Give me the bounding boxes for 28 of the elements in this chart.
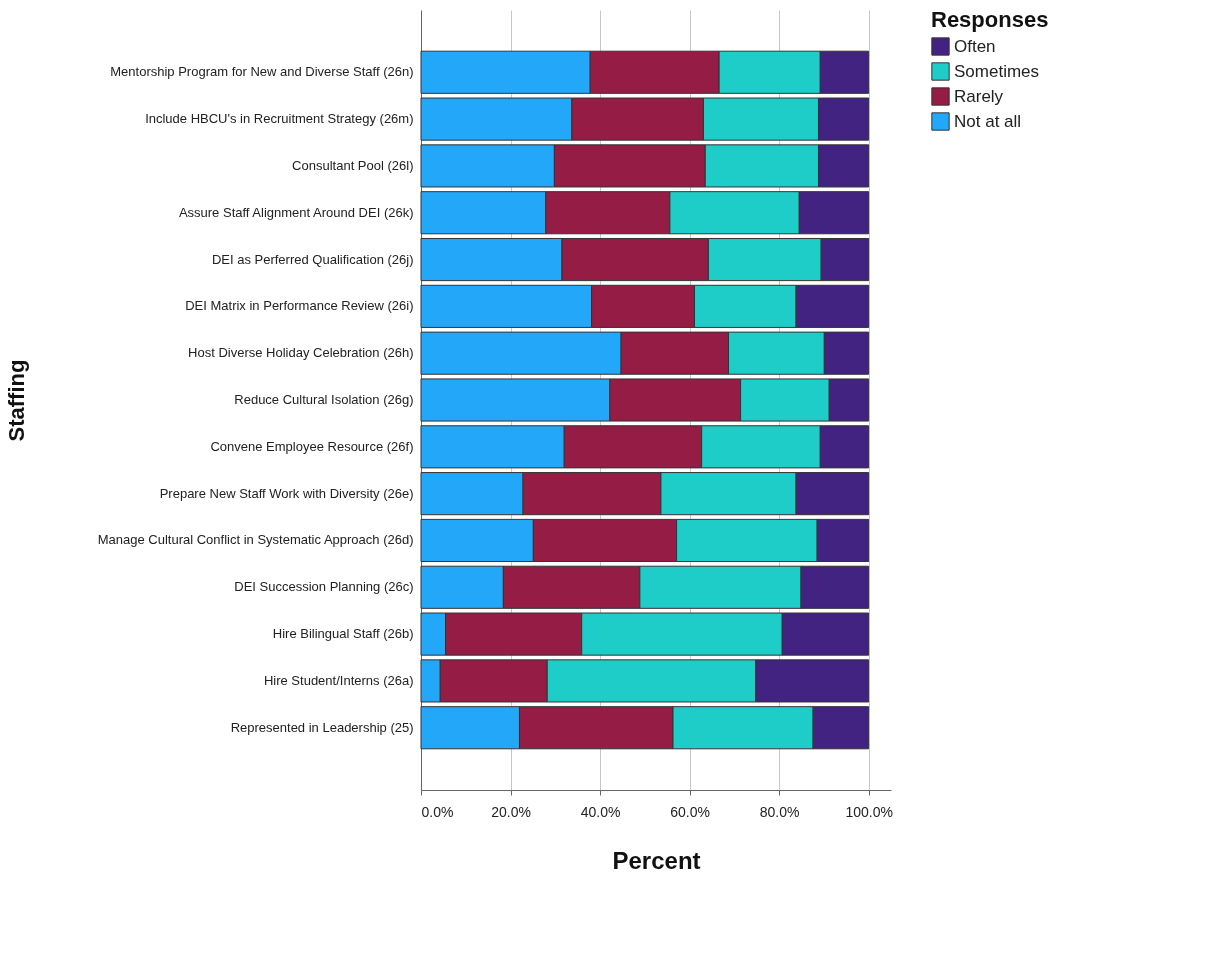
x-tick-label: 20.0%	[491, 803, 531, 820]
legend-title: Responses	[931, 7, 1049, 32]
x-tick-label: 60.0%	[670, 803, 710, 820]
y-tick-label: Assure Staff Alignment Around DEI (26k)	[178, 204, 414, 220]
y-tick-label: Manage Cultural Conflict in Systematic Approach (26d)	[97, 532, 414, 548]
y-tick-label: Convene Employee Resource (26f)	[210, 438, 414, 454]
x-axis-title: Percent	[612, 846, 701, 874]
y-tick-label: Prepare New Staff Work with Diversity (26e)	[159, 485, 414, 501]
legend-label: Rarely	[954, 86, 1004, 106]
y-tick-label: Reduce Cultural Isolation (26g)	[234, 392, 414, 407]
legend-label: Sometimes	[954, 61, 1040, 81]
y-tick-label: DEI Succession Planning (26c)	[234, 579, 414, 595]
y-tick-label: Consultant Pool (26l)	[292, 157, 414, 173]
y-tick-label: Include HBCU's in Recruitment Strategy (26m)	[145, 111, 414, 127]
x-tick-label: 0.0%	[421, 803, 454, 820]
y-axis-title: Staffing	[3, 359, 29, 442]
y-tick-label: Mentorship Program for New and Diverse Staff (26n)	[110, 64, 414, 80]
y-tick-label: Hire Student/Interns (26a)	[263, 672, 414, 688]
y-tick-label: Represented in Leadership (25)	[230, 719, 414, 735]
legend-label: Often	[954, 36, 996, 56]
y-tick-label: DEI Matrix in Performance Review (26i)	[185, 298, 414, 314]
x-tick-label: 100.0%	[845, 803, 893, 820]
legend-label: Not at all	[954, 111, 1022, 131]
y-tick-label: DEI as Perferred Qualification (26j)	[211, 251, 414, 267]
x-tick-label: 40.0%	[580, 803, 621, 820]
y-tick-label: Hire Bilingual Staff (26b)	[272, 626, 414, 642]
y-tick-label: Host Diverse Holiday Celebration (26h)	[188, 345, 414, 361]
x-tick-label: 80.0%	[759, 803, 800, 820]
